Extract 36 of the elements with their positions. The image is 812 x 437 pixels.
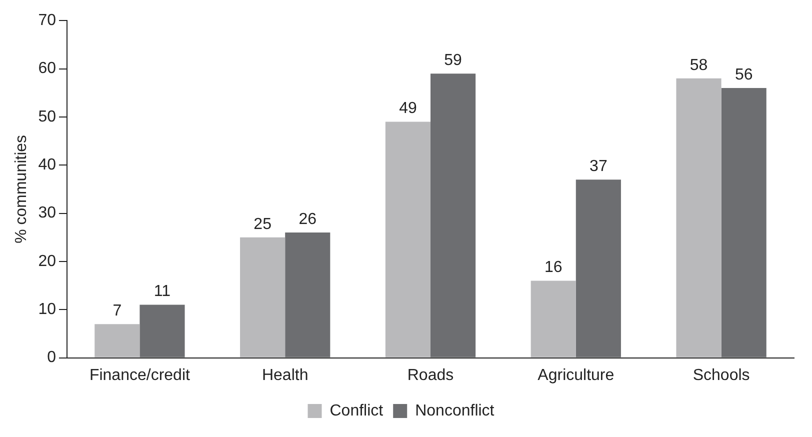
data-label: 7: [112, 302, 122, 320]
legend-label: Conflict: [330, 402, 384, 420]
bar: [140, 304, 185, 358]
x-tick-label: Schools: [692, 366, 750, 384]
bar: [576, 180, 621, 358]
data-label: 49: [399, 100, 417, 118]
bar: [285, 232, 330, 358]
data-label: 56: [734, 66, 753, 84]
y-tick-label: 10: [38, 301, 56, 318]
y-axis-title: % communities: [13, 134, 30, 244]
bar: [530, 280, 576, 358]
data-label: 26: [298, 210, 317, 228]
data-label: 58: [690, 56, 708, 74]
data-label: 59: [444, 52, 462, 69]
y-tick-label: 20: [38, 252, 56, 270]
legend-label: Nonconflict: [415, 402, 495, 420]
y-tick-label: 30: [38, 204, 56, 222]
data-label: 16: [544, 259, 562, 276]
y-tick-label: 40: [38, 156, 56, 174]
y-tick-label: 50: [38, 108, 56, 126]
bar: [94, 324, 140, 358]
y-tick-label: 70: [38, 12, 56, 30]
x-tick-label: Roads: [407, 366, 454, 384]
x-tick-label: Finance/credit: [89, 366, 190, 384]
bar: [676, 78, 722, 358]
y-tick-label: 0: [47, 349, 56, 366]
data-label: 11: [154, 283, 171, 300]
bar: [385, 122, 430, 358]
bar: [430, 74, 476, 358]
data-label: 37: [590, 158, 608, 175]
x-tick-label: Health: [262, 366, 308, 384]
bar: [721, 88, 766, 358]
bar: [240, 237, 286, 358]
y-tick-label: 60: [38, 60, 56, 78]
x-tick-label: Agriculture: [538, 366, 614, 384]
data-label: 25: [254, 216, 272, 233]
